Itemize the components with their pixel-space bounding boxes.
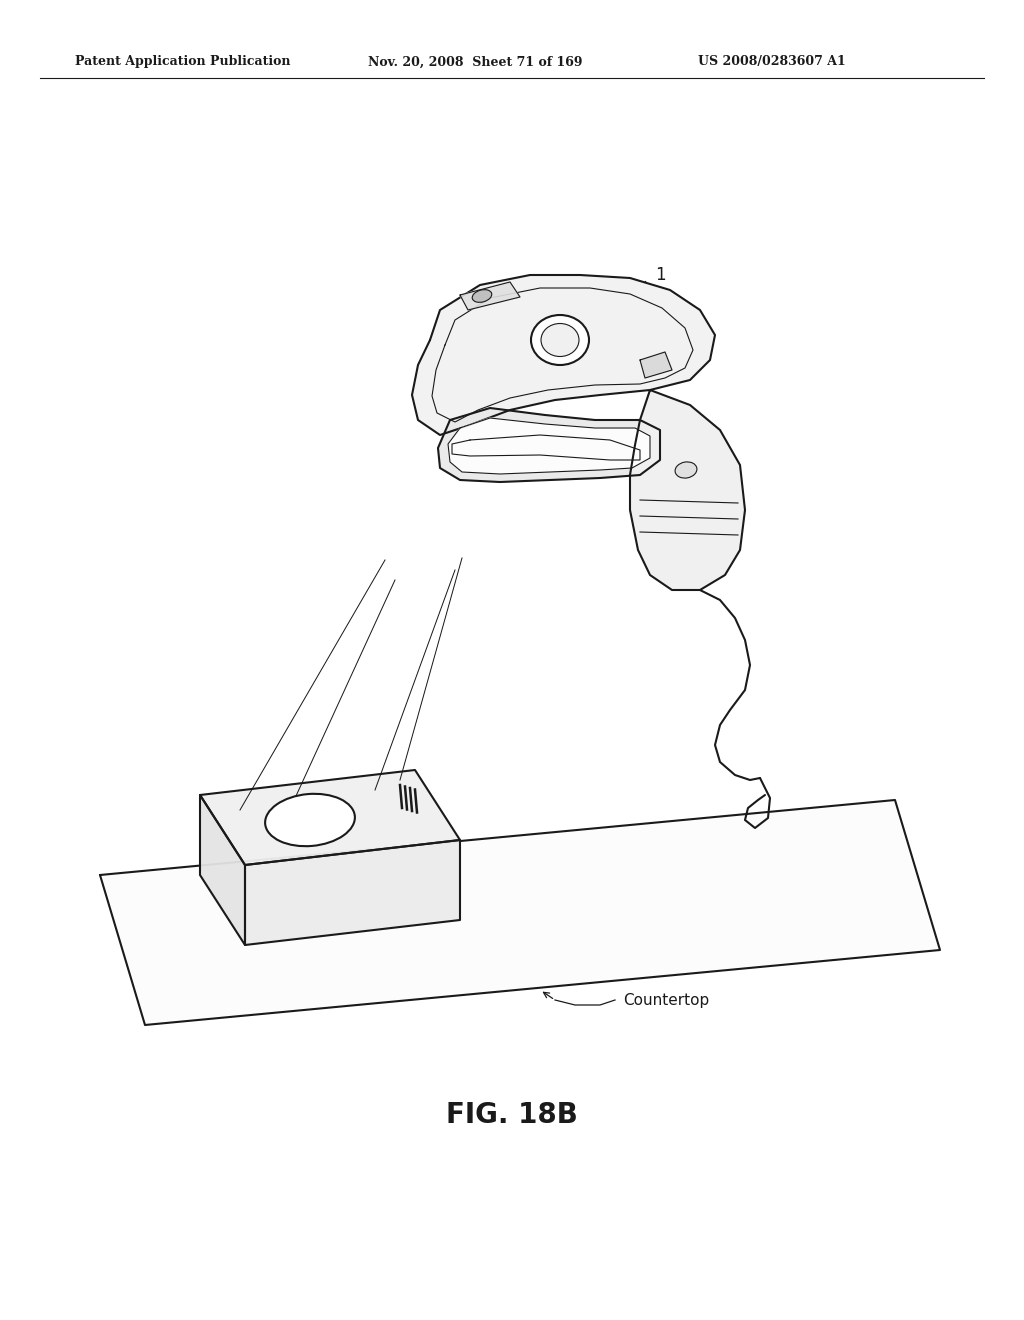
- Polygon shape: [200, 770, 460, 865]
- Text: Patent Application Publication: Patent Application Publication: [75, 55, 291, 69]
- Polygon shape: [460, 282, 520, 310]
- Polygon shape: [200, 795, 245, 945]
- Text: US 2008/0283607 A1: US 2008/0283607 A1: [698, 55, 846, 69]
- Ellipse shape: [265, 793, 355, 846]
- Polygon shape: [449, 418, 650, 474]
- Ellipse shape: [675, 462, 697, 478]
- Polygon shape: [630, 389, 745, 590]
- Polygon shape: [412, 275, 715, 436]
- Polygon shape: [245, 840, 460, 945]
- Ellipse shape: [541, 323, 579, 356]
- Text: Countertop: Countertop: [623, 993, 710, 1007]
- Text: 1: 1: [654, 267, 666, 284]
- Ellipse shape: [472, 289, 492, 302]
- Ellipse shape: [531, 315, 589, 366]
- Text: FIG. 18B: FIG. 18B: [446, 1101, 578, 1129]
- Polygon shape: [100, 800, 940, 1026]
- Polygon shape: [640, 352, 672, 378]
- Polygon shape: [438, 408, 660, 482]
- Text: Nov. 20, 2008  Sheet 71 of 169: Nov. 20, 2008 Sheet 71 of 169: [368, 55, 583, 69]
